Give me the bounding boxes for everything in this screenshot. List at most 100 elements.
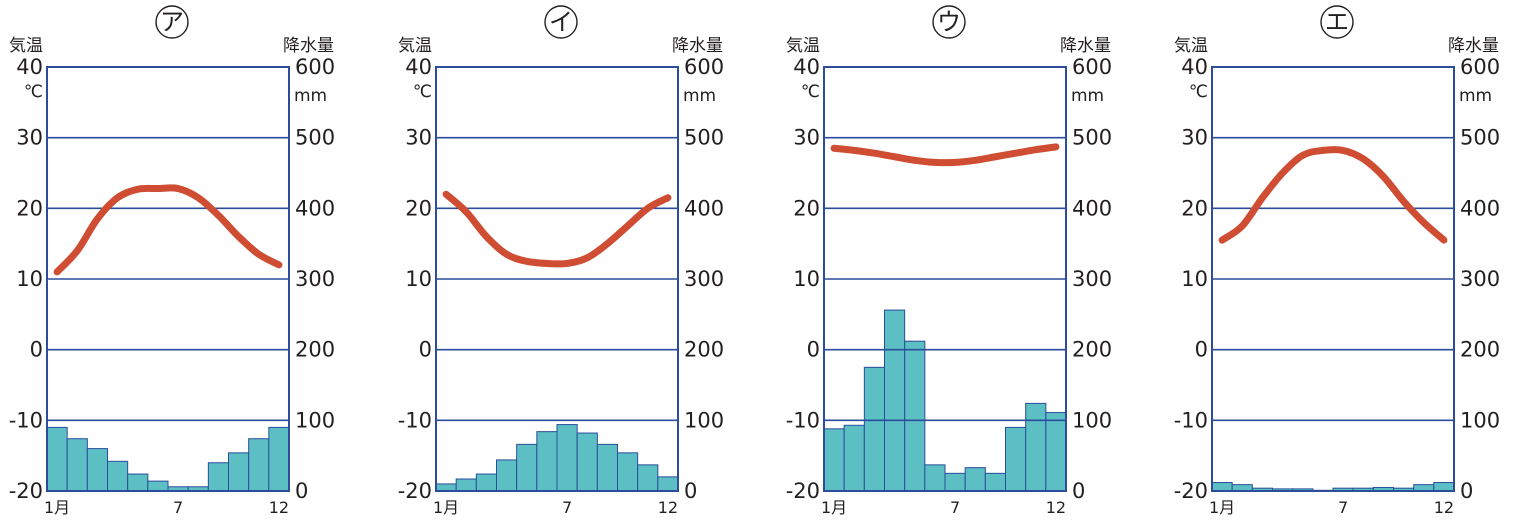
precipitation-bar-4 <box>107 460 129 492</box>
temperature-tick-label: 40 <box>1181 55 1208 79</box>
precipitation-bar-10 <box>617 452 639 492</box>
temperature-axis-label: 気温 <box>9 36 43 56</box>
precipitation-tick-label: 600 <box>295 55 335 79</box>
climate-chart-2: 403020100-10-206005004003002001000℃ mm気温降… <box>398 5 724 517</box>
temperature-tick-label: -20 <box>786 479 820 503</box>
month-label: 12 <box>1434 498 1454 517</box>
precipitation-bar-11 <box>248 438 270 492</box>
month-label: 7 <box>1338 498 1348 517</box>
temperature-line <box>442 190 672 268</box>
temperature-tick-label: 10 <box>405 267 432 291</box>
temperature-unit: ℃ <box>413 82 432 102</box>
precipitation-bar-3 <box>475 473 497 492</box>
precipitation-bar-7 <box>556 424 578 492</box>
temperature-tick-label: -20 <box>398 479 432 503</box>
temperature-tick-label: -20 <box>1174 479 1208 503</box>
month-label: 1月 <box>821 498 847 517</box>
plot-frame <box>435 66 679 492</box>
precipitation-bar-5 <box>516 443 538 492</box>
plot-frame <box>823 66 1067 492</box>
precipitation-tick-label: 100 <box>684 408 724 432</box>
precipitation-bar-8 <box>576 432 598 492</box>
precipitation-tick-label: 300 <box>1460 267 1500 291</box>
precipitation-tick-label: 0 <box>1072 479 1085 503</box>
temperature-tick-label: 0 <box>419 338 432 362</box>
precipitation-bar-12 <box>268 426 290 492</box>
climate-chart-4: 403020100-10-206005004003002001000℃ mm気温降… <box>1174 5 1500 517</box>
precipitation-bar-1 <box>435 483 457 492</box>
precipitation-tick-label: 400 <box>1460 196 1500 220</box>
month-label: 1月 <box>433 498 459 517</box>
precipitation-bar-11 <box>637 464 659 492</box>
precipitation-bar-4 <box>496 459 518 492</box>
temperature-tick-label: 40 <box>16 55 43 79</box>
title-circle <box>932 5 966 39</box>
precipitation-unit: mm <box>1459 86 1492 106</box>
precipitation-tick-label: 200 <box>1460 338 1500 362</box>
precipitation-tick-label: 600 <box>1072 55 1112 79</box>
precipitation-tick-label: 100 <box>1072 408 1112 432</box>
precipitation-tick-label: 300 <box>295 267 335 291</box>
temperature-tick-label: 20 <box>1181 196 1208 220</box>
plot-frame <box>46 66 290 492</box>
chart-title: ウ <box>937 8 961 36</box>
precipitation-tick-label: 600 <box>684 55 724 79</box>
temperature-axis-label: 気温 <box>786 36 820 56</box>
precipitation-tick-label: 0 <box>295 479 308 503</box>
precipitation-bar-9 <box>207 462 230 492</box>
precipitation-tick-label: 0 <box>1460 479 1473 503</box>
temperature-tick-label: 20 <box>793 196 820 220</box>
precipitation-bar-6 <box>147 480 169 492</box>
precipitation-bar-12 <box>1433 482 1455 492</box>
temperature-axis-label: 気温 <box>1174 36 1208 56</box>
precipitation-bar-6 <box>924 464 946 492</box>
temperature-line <box>53 184 283 276</box>
chart-title: イ <box>549 8 573 36</box>
precipitation-bar-10 <box>228 452 250 492</box>
title-circle <box>1320 5 1354 39</box>
month-label: 12 <box>269 498 289 517</box>
title-circle <box>544 5 578 39</box>
precipitation-bar-12 <box>1045 412 1067 492</box>
temperature-tick-label: -10 <box>786 408 820 432</box>
precipitation-tick-label: 500 <box>295 126 335 150</box>
temperature-tick-label: -10 <box>9 408 43 432</box>
precipitation-bar-2 <box>843 424 865 492</box>
month-label: 1月 <box>44 498 70 517</box>
temperature-line <box>1218 146 1448 244</box>
temperature-tick-label: 20 <box>16 196 43 220</box>
temperature-tick-label: 40 <box>793 55 820 79</box>
precipitation-tick-label: 400 <box>684 196 724 220</box>
precipitation-tick-label: 300 <box>1072 267 1112 291</box>
precipitation-tick-label: 100 <box>295 408 335 432</box>
temperature-axis-label: 気温 <box>398 36 432 56</box>
precipitation-axis-label: 降水量 <box>283 36 334 56</box>
temperature-tick-label: -10 <box>398 408 432 432</box>
month-label: 7 <box>173 498 183 517</box>
precipitation-bar-11 <box>1025 402 1047 492</box>
precipitation-tick-label: 200 <box>1072 338 1112 362</box>
month-label: 1月 <box>1209 498 1235 517</box>
temperature-tick-label: 30 <box>16 126 43 150</box>
precipitation-tick-label: 0 <box>684 479 697 503</box>
precipitation-bar-10 <box>1005 426 1027 492</box>
precipitation-bar-3 <box>86 448 109 492</box>
precipitation-bar-6 <box>536 431 558 492</box>
temperature-tick-label: -10 <box>1174 408 1208 432</box>
precipitation-bar-1 <box>1211 482 1233 492</box>
temperature-tick-label: 20 <box>405 196 432 220</box>
plot-frame <box>1211 66 1455 492</box>
temperature-tick-label: 0 <box>807 338 820 362</box>
month-label: 7 <box>562 498 572 517</box>
temperature-tick-label: -20 <box>9 479 43 503</box>
precipitation-bar-7 <box>944 472 966 492</box>
chart-title: エ <box>1325 8 1349 36</box>
precipitation-tick-label: 200 <box>684 338 724 362</box>
precipitation-bar-4 <box>884 309 906 492</box>
month-label: 12 <box>1046 498 1066 517</box>
temperature-tick-label: 40 <box>405 55 432 79</box>
precipitation-unit: mm <box>294 86 327 106</box>
temperature-line <box>830 143 1060 167</box>
temperature-tick-label: 10 <box>16 267 43 291</box>
